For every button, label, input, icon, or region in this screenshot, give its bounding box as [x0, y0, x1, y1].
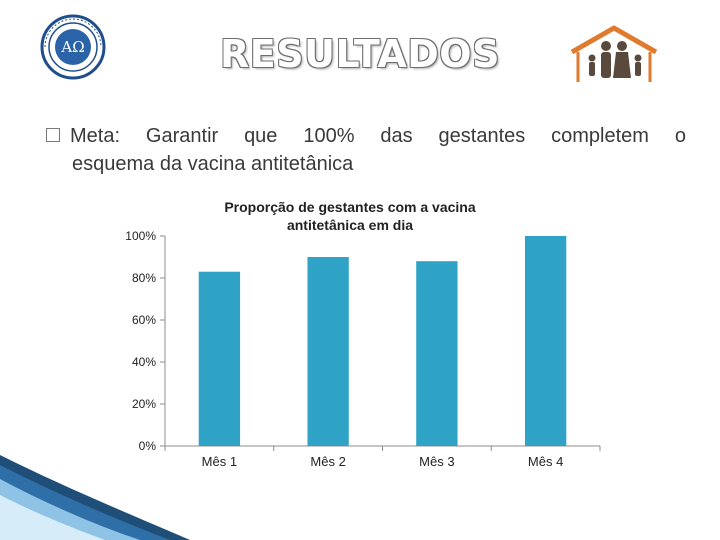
chart-title-line-2: antitetânica em dia	[286, 217, 414, 233]
x-category-label: Mês 1	[202, 454, 237, 469]
roof-icon	[570, 25, 658, 55]
family-house-logo	[570, 25, 658, 82]
bullet-word: 100%	[303, 125, 355, 147]
slide-title: RESULTADOS	[220, 32, 500, 76]
y-tick-label: 40%	[132, 355, 156, 369]
chart-title: Proporção de gestantes com a vacina anti…	[205, 198, 495, 234]
svg-text:AΩ: AΩ	[60, 38, 84, 56]
x-category-label: Mês 4	[528, 454, 563, 469]
bullet-word: das	[380, 125, 413, 147]
bar-3	[416, 261, 458, 446]
bullet-word: completem	[551, 125, 649, 147]
bar-1	[198, 271, 241, 446]
square-bullet-icon	[46, 128, 60, 142]
y-tick-label: 100%	[125, 229, 156, 243]
y-tick-label: 0%	[139, 439, 157, 453]
university-seal-logo: AΩ	[40, 14, 106, 80]
y-tick-label: 20%	[132, 397, 156, 411]
bullet-word: que	[244, 125, 278, 147]
corner-wave-decoration	[0, 455, 190, 540]
goal-bullet: Meta: Garantir que 100% das gestantes co…	[46, 122, 686, 178]
chart-title-line-1: Proporção de gestantes com a vacina	[224, 199, 476, 215]
x-category-label: Mês 3	[419, 454, 454, 469]
bullet-line-1: Meta: Garantir que 100% das gestantes co…	[46, 122, 686, 150]
bar-4	[524, 236, 567, 446]
bar-2	[307, 257, 349, 446]
bar-chart: 0% 20% 40% 60% 80% 100% Mês 1 Mês 2 Mês 3 Mês 4	[125, 229, 601, 469]
bullet-line-2: esquema da vacina antitetânica	[72, 153, 354, 175]
bullet-word: Meta:	[46, 122, 120, 150]
bullet-word: gestantes	[438, 125, 526, 147]
y-tick-label: 60%	[132, 313, 156, 327]
bullet-word: Garantir	[145, 125, 219, 147]
family-icon	[588, 41, 642, 78]
y-tick-label: 80%	[132, 271, 156, 285]
x-category-label: Mês 2	[310, 454, 345, 469]
bullet-word: o	[674, 125, 686, 147]
